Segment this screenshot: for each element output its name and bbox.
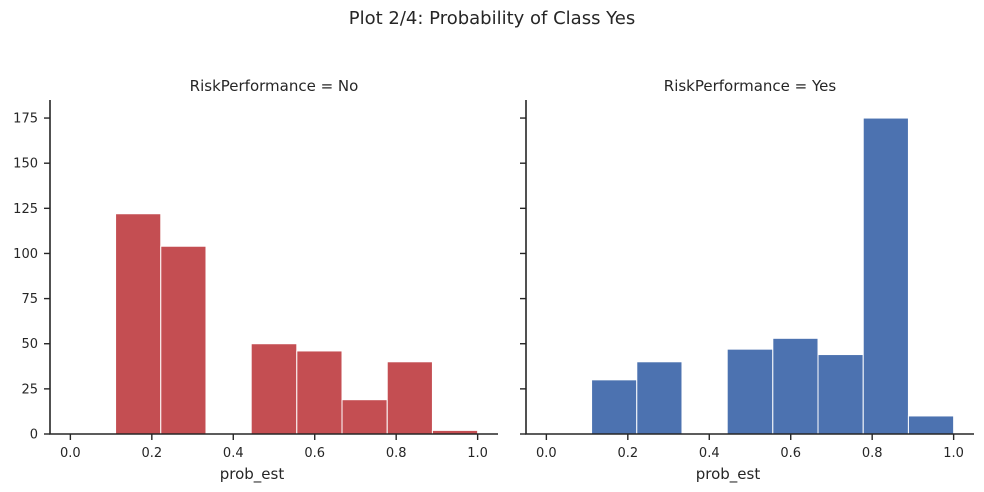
x-tick-label: 0.0	[536, 446, 557, 461]
histogram-bar	[817, 354, 864, 435]
x-tick-label: 0.8	[386, 446, 407, 461]
y-tick-label: 175	[13, 112, 38, 127]
y-tick-label: 125	[13, 202, 38, 217]
histogram-bar	[296, 350, 343, 435]
histogram-bar	[341, 399, 388, 435]
histogram-bar	[160, 245, 207, 435]
x-axis-label: prob_est	[220, 465, 285, 484]
y-tick-label: 0	[30, 428, 38, 443]
x-tick-label: 1.0	[467, 446, 488, 461]
y-tick-label: 150	[13, 157, 38, 172]
histogram-bar	[591, 379, 638, 435]
y-tick-label: 75	[21, 292, 38, 307]
histogram-bar	[772, 337, 819, 435]
x-tick-label: 0.2	[141, 446, 162, 461]
x-tick-label: 0.8	[862, 446, 883, 461]
x-tick-label: 0.2	[617, 446, 638, 461]
x-tick-label: 0.6	[304, 446, 325, 461]
histogram-bar	[636, 361, 683, 435]
histogram-bar	[726, 348, 774, 435]
y-tick-label: 100	[13, 247, 38, 262]
histogram-bar	[115, 213, 162, 435]
x-tick-label: 0.6	[780, 446, 801, 461]
x-tick-label: 0.0	[60, 446, 81, 461]
panel-title: RiskPerformance = No	[190, 77, 359, 95]
panel-no: RiskPerformance = No 0.0 0.2 0.4 0.6 0.8 1.0 0 2…	[13, 77, 498, 484]
histogram-bar	[907, 415, 955, 435]
x-tick-label: 0.4	[223, 446, 244, 461]
x-axis-label: prob_est	[696, 465, 761, 484]
x-tick-label: 0.4	[699, 446, 720, 461]
axis-spines	[525, 100, 974, 435]
y-tick-label: 50	[21, 337, 38, 352]
histogram-bar	[862, 117, 909, 435]
panel-yes: RiskPerformance = Yes 0.0 0.2 0.4 0.6 0.8 1.0 p…	[520, 77, 974, 484]
figure-title: Plot 2/4: Probability of Class Yes	[349, 8, 635, 29]
x-tick-label: 1.0	[943, 446, 964, 461]
panel-title: RiskPerformance = Yes	[664, 77, 837, 95]
y-tick-label: 25	[21, 382, 38, 397]
histogram-bar	[250, 343, 298, 435]
histogram-bar	[386, 361, 433, 435]
axis-spines	[49, 100, 498, 435]
